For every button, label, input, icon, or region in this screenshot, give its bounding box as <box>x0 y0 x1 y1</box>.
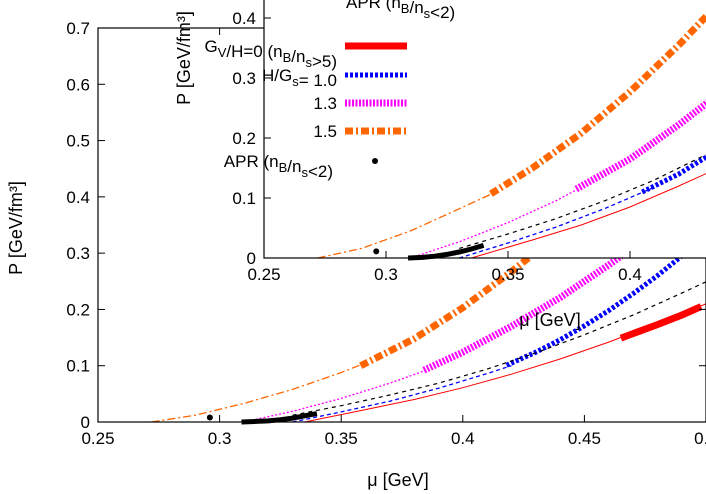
inset-xtick-label: 0.3 <box>374 265 398 284</box>
legend-label: 1.3 <box>313 94 337 113</box>
inset-plot-area <box>264 0 706 258</box>
main-ytick-label: 0 <box>81 413 90 432</box>
legend-swatch-dot <box>372 158 378 164</box>
inset-ytick-label: 0.2 <box>232 129 256 148</box>
main-x-axis-title: μ [GeV] <box>367 470 428 490</box>
main-ytick-label: 0.6 <box>66 75 90 94</box>
main-series-dot <box>206 414 213 421</box>
inset-ytick-label: 0.4 <box>232 9 256 28</box>
inset-series-thin <box>459 154 706 249</box>
main-y-axis-title: P [GeV/fm³] <box>6 181 26 275</box>
legend-label: GV/H=0 (nB/ns>5) <box>204 37 337 71</box>
main-ytick-label: 0.7 <box>66 19 90 38</box>
main-series-thin <box>243 369 427 423</box>
main-series-thin <box>292 365 512 423</box>
main-xtick-label: 0.35 <box>325 429 358 448</box>
inset-xtick-label: 0.25 <box>247 265 280 284</box>
inset-series-thin <box>471 173 706 259</box>
main-ytick-label: 0.2 <box>66 300 90 319</box>
inset-x-axis-title: μ [GeV] <box>519 310 580 330</box>
main-xtick-label: 0.4 <box>451 429 475 448</box>
inset-ytick-label: 0.1 <box>232 189 256 208</box>
inset-xtick-label: 0.35 <box>491 265 524 284</box>
inset-top-label: APR (nB/ns<2) <box>346 0 455 22</box>
main-ytick-label: 0.1 <box>66 357 90 376</box>
main-series-thick <box>505 231 706 368</box>
legend-label: APR (nB/ns<2) <box>224 152 333 181</box>
inset-series-thin <box>317 191 497 259</box>
inset-plot-panel: 0.250.30.350.4000.10.20.30.4μ [GeV]P [Ge… <box>174 0 706 330</box>
inset-ytick-label: 0.3 <box>232 69 256 88</box>
inset-ytick-label: 0 <box>247 249 256 268</box>
main-ytick-label: 0.4 <box>66 188 90 207</box>
main-series-thin <box>151 362 366 423</box>
main-xtick-label: 0.5 <box>694 429 706 448</box>
main-series-thin <box>292 281 706 416</box>
main-ytick-label: 0.3 <box>66 244 90 263</box>
legend-label: 1.5 <box>313 122 337 141</box>
inset-y-axis-title: P [GeV/fm³] <box>174 11 194 105</box>
inset-series-dot <box>373 248 380 255</box>
inset-content: 0.250.30.350.4000.10.20.30.4μ [GeV]P [Ge… <box>174 0 706 330</box>
inset-series-thick <box>489 11 706 197</box>
main-xtick-label: 0.25 <box>81 429 114 448</box>
inset-series-thick <box>641 154 706 195</box>
inset-xtick-label: 0.4 <box>618 265 642 284</box>
main-xtick-label: 0.3 <box>208 429 232 448</box>
main-xtick-label: 0.45 <box>568 429 601 448</box>
main-series-thick <box>619 303 703 342</box>
legend-label: H/Gs= 1.0 <box>262 66 337 90</box>
main-ytick-label: 0.5 <box>66 132 90 151</box>
